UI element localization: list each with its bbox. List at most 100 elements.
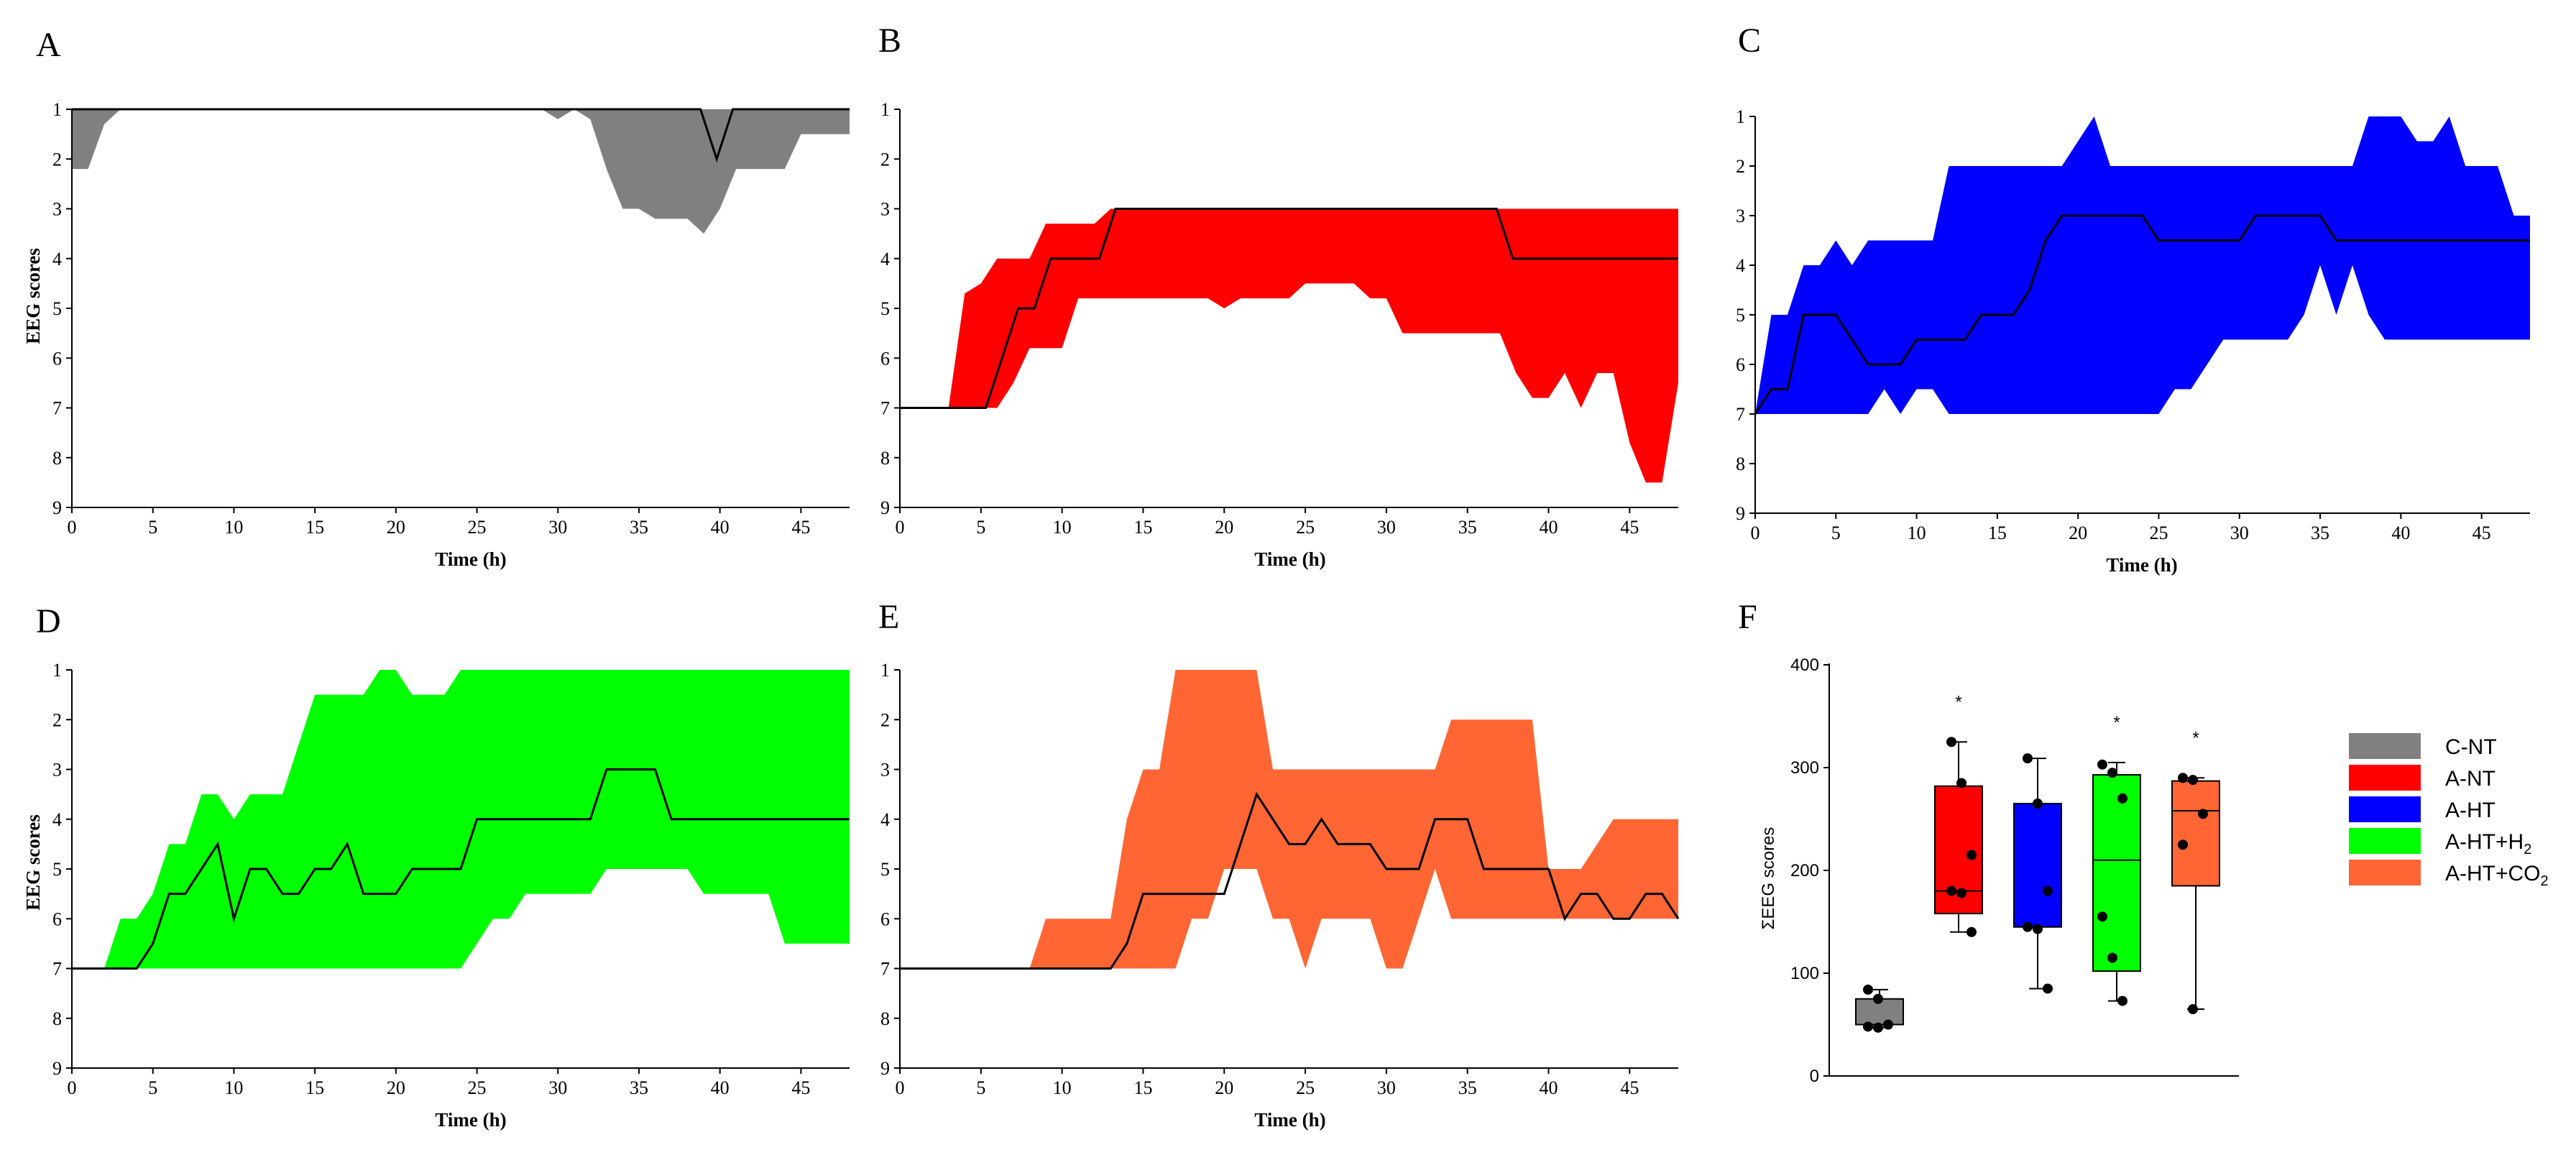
x-tick-label: 35 <box>630 1077 648 1098</box>
y-tick-label: 6 <box>52 348 62 369</box>
y-tick-label: 5 <box>880 859 890 880</box>
x-tick-label: 0 <box>1751 523 1760 543</box>
x-tick-label: 15 <box>305 1077 324 1098</box>
x-tick-label: 40 <box>711 517 730 538</box>
y-tick-label: 5 <box>52 859 62 880</box>
x-tick-label: 45 <box>791 517 810 538</box>
x-tick-label: 25 <box>1296 517 1315 538</box>
panel-b: B Time (h) <box>878 22 1326 570</box>
y-tick-label: 1 <box>52 660 62 681</box>
significance-star: * <box>2192 728 2199 748</box>
legend-swatch-a-ht <box>2349 796 2421 822</box>
x-tick-label: 40 <box>711 1077 730 1098</box>
x-tick-label: 5 <box>148 1077 157 1098</box>
y-tick-label: 6 <box>52 908 62 929</box>
data-point <box>2023 921 2033 932</box>
x-tick-label: 10 <box>224 517 243 538</box>
x-tick-label: 5 <box>1831 523 1841 543</box>
panel-letter-f: F <box>1738 598 1757 636</box>
range-band-a <box>72 109 850 234</box>
x-tick-label: 40 <box>1540 1077 1558 1098</box>
data-point <box>1873 1022 1883 1033</box>
y-tick-label: 4 <box>52 809 62 830</box>
legend-label-a-nt: A-NT <box>2445 767 2496 791</box>
x-tick-label: 25 <box>468 517 487 538</box>
x-tick-label: 30 <box>548 1077 567 1098</box>
x-tick-label: 40 <box>2391 523 2410 543</box>
x-tick-label: 0 <box>896 1077 905 1098</box>
data-point <box>1946 886 1956 896</box>
y-tick-label: 7 <box>880 959 890 980</box>
x-axis-title-b: Time (h) <box>1254 548 1325 570</box>
legend-swatch-a-ht-co2 <box>2349 860 2421 886</box>
y-tick-label: 3 <box>880 199 890 220</box>
y-tick-label: 400 <box>1790 656 1819 675</box>
y-tick-label: 9 <box>880 1058 890 1079</box>
data-point <box>1873 993 1883 1004</box>
panel-letter-e: E <box>878 598 899 636</box>
data-point <box>2023 753 2033 764</box>
data-point <box>2198 809 2208 819</box>
box-c-nt <box>1855 984 1904 1033</box>
y-axis-title-d: EEG scores <box>22 814 44 911</box>
x-tick-label: 15 <box>1133 1077 1152 1098</box>
x-tick-label: 10 <box>1053 1077 1072 1098</box>
y-tick-label: 300 <box>1790 758 1819 778</box>
y-tick-label: 1 <box>880 660 890 681</box>
panel-d: D EEG scores Time (h) <box>22 602 507 1131</box>
plot-f: 0 100 200 300 400 * * * <box>1790 656 2239 1086</box>
range-band-e <box>900 670 1678 969</box>
data-point <box>2178 840 2188 850</box>
y-tick-label: 6 <box>1736 354 1745 375</box>
y-tick-label: 9 <box>880 497 890 518</box>
y-tick-label: 2 <box>52 709 62 730</box>
data-point <box>1863 1021 1873 1032</box>
data-point <box>1946 737 1956 748</box>
legend-swatch-c-nt <box>2349 733 2421 759</box>
y-tick-label: 5 <box>1736 305 1745 326</box>
data-point <box>2178 773 2188 783</box>
x-axis-title-e: Time (h) <box>1254 1109 1325 1131</box>
data-point <box>1956 778 1966 788</box>
legend: C-NT A-NT A-HT A-HT+H2 A-HT+CO2 <box>2349 733 2549 889</box>
y-tick-label: 2 <box>1736 156 1745 177</box>
data-point <box>2097 911 2107 922</box>
x-tick-label: 35 <box>1458 517 1477 538</box>
data-point <box>1966 850 1977 860</box>
x-tick-label: 45 <box>1620 517 1639 538</box>
x-tick-label: 10 <box>1908 523 1926 543</box>
y-tick-label: 4 <box>880 249 890 270</box>
panel-f: F ΣEEG scores <box>1738 598 1778 929</box>
y-tick-label: 3 <box>880 760 890 781</box>
x-tick-label: 30 <box>548 517 567 538</box>
y-tick-label: 3 <box>52 199 62 220</box>
x-tick-label: 10 <box>224 1077 243 1098</box>
x-tick-label: 30 <box>1377 517 1396 538</box>
data-point <box>2033 799 2043 809</box>
y-tick-label: 8 <box>52 1008 62 1029</box>
x-tick-label: 20 <box>1215 1077 1233 1098</box>
x-tick-label: 0 <box>896 517 905 538</box>
data-point <box>2107 768 2117 778</box>
y-tick-label: 9 <box>1736 503 1745 524</box>
panel-letter-c: C <box>1738 22 1761 60</box>
x-axis-title-c: Time (h) <box>2106 554 2177 576</box>
x-tick-label: 15 <box>305 517 324 538</box>
x-tick-label: 20 <box>2069 523 2087 543</box>
data-point <box>1966 926 1977 937</box>
data-point <box>2043 983 2053 994</box>
x-tick-label: 10 <box>1053 517 1072 538</box>
range-band-c <box>1755 116 2530 414</box>
x-tick-label: 45 <box>791 1077 810 1098</box>
y-tick-label: 7 <box>880 398 890 419</box>
x-tick-label: 25 <box>1296 1077 1315 1098</box>
y-tick-label: 2 <box>880 149 890 170</box>
x-tick-label: 35 <box>1458 1077 1477 1098</box>
box-a-ht <box>2013 753 2062 994</box>
y-tick-label: 6 <box>880 348 890 369</box>
x-axis-title-d: Time (h) <box>435 1109 506 1131</box>
legend-swatch-a-ht-h2 <box>2349 828 2421 854</box>
